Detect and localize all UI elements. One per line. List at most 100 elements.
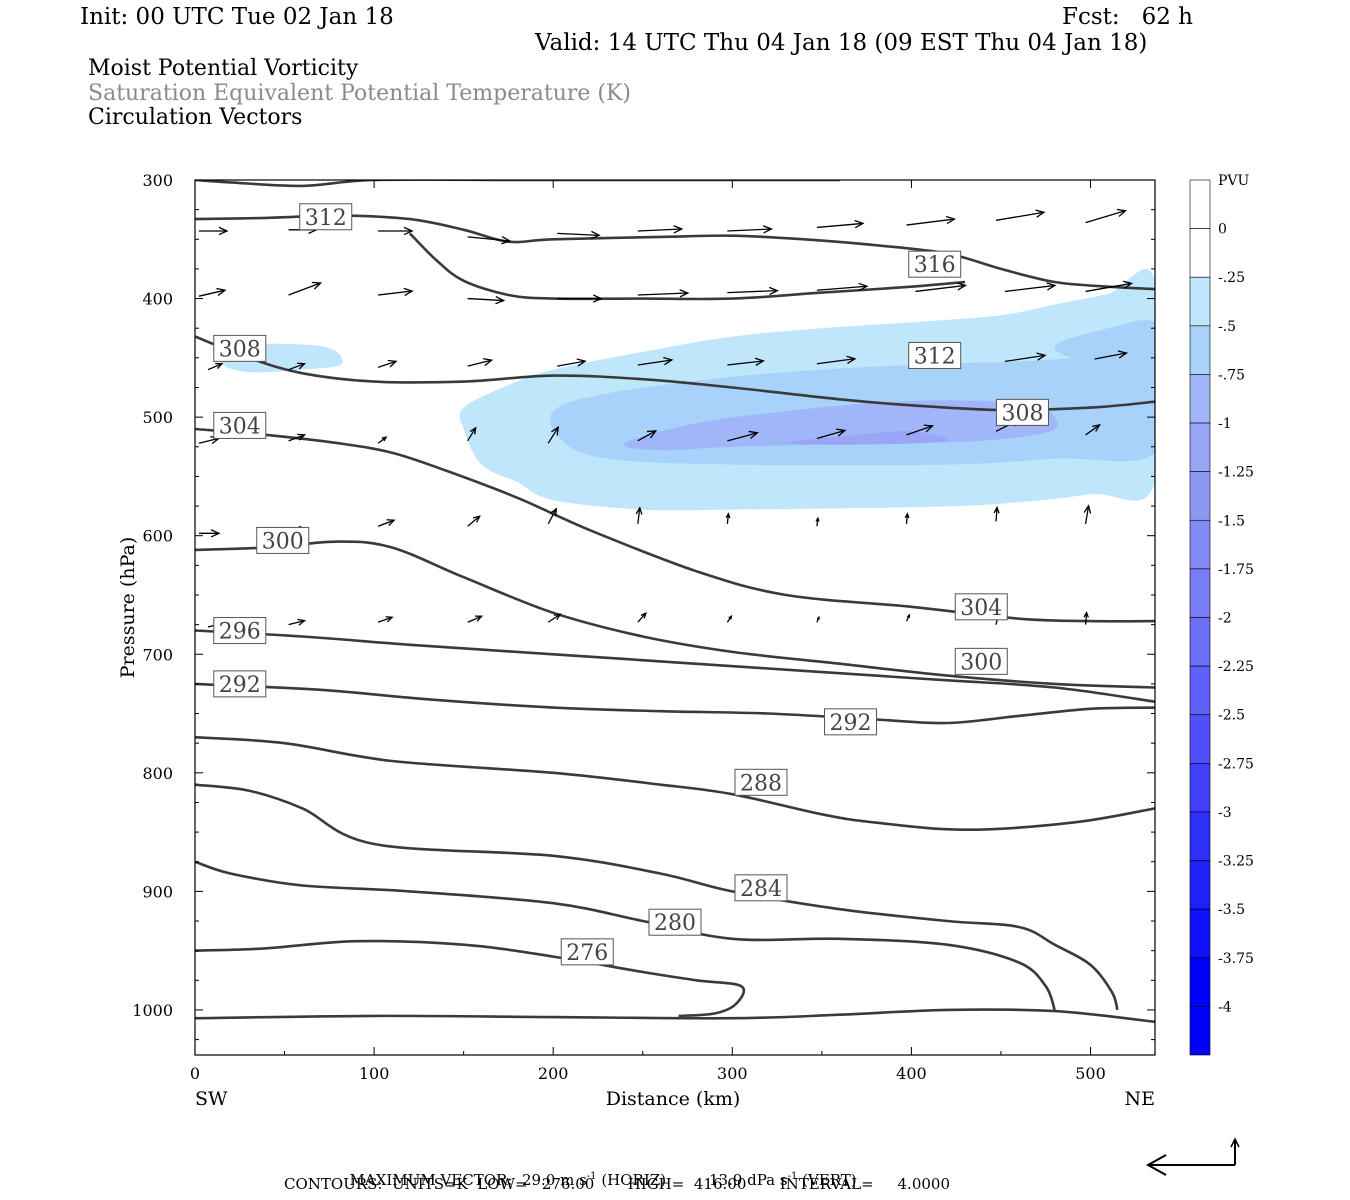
- circulation-vector-head: [1117, 350, 1129, 359]
- circulation-vector: [727, 289, 778, 294]
- colorbar-label: -2.25: [1218, 659, 1254, 675]
- contour-label: 300: [960, 650, 1002, 675]
- circulation-vector-head: [381, 436, 388, 442]
- x-tick-label: 500: [1075, 1064, 1106, 1083]
- circulation-vector-head: [311, 281, 323, 290]
- colorbar-swatch: [1189, 714, 1211, 764]
- contour-label-box: [299, 203, 353, 231]
- circulation-vector-head: [216, 287, 227, 297]
- contour-label: 304: [960, 596, 1002, 621]
- max-vector-horiz: 29.0 m s: [521, 1171, 587, 1189]
- circulation-vector: [906, 425, 933, 436]
- circulation-vector-head: [663, 356, 674, 366]
- theta-contour-line: [195, 735, 1155, 832]
- circulation-vector: [467, 515, 481, 527]
- circulation-vector: [377, 519, 395, 527]
- max-vector-vert-tag: (VERT): [802, 1171, 857, 1189]
- contour-label: 308: [1001, 401, 1043, 426]
- max-vector-label: MAXIMUM VECTOR:: [349, 1171, 513, 1189]
- contour-label-box: [824, 708, 878, 736]
- circulation-vector-head: [1036, 352, 1047, 361]
- circulation-vector: [727, 432, 758, 442]
- circulation-vector: [727, 228, 772, 232]
- colorbar-swatch: [1189, 617, 1211, 667]
- contour-label-box: [213, 670, 267, 698]
- circulation-vector-head: [210, 529, 221, 538]
- circulation-vector: [637, 507, 641, 524]
- circulation-vector-head: [403, 226, 414, 236]
- colorbar-label: 0: [1218, 222, 1227, 238]
- x-endpoint-right: NE: [1125, 1088, 1156, 1110]
- contour-label-box: [213, 411, 267, 439]
- colorbar-swatch: [1189, 1006, 1211, 1056]
- circulation-vector: [637, 292, 688, 296]
- circulation-vector: [207, 363, 223, 371]
- colorbar-label: -1: [1218, 416, 1232, 432]
- circulation-vector-head: [386, 519, 396, 526]
- colorbar-swatch: [1189, 860, 1211, 910]
- circulation-vector: [637, 228, 682, 232]
- reference-vector: [1145, 1137, 1240, 1176]
- y-tick-label: 500: [142, 408, 173, 427]
- contour-label-box: [560, 938, 614, 966]
- colorbar-label: -4: [1218, 999, 1232, 1015]
- circulation-vector-head: [673, 225, 684, 234]
- circulation-vector: [637, 612, 647, 623]
- circulation-vector: [1085, 424, 1100, 436]
- circulation-vector-head: [816, 615, 820, 620]
- circulation-vector: [995, 211, 1045, 221]
- circulation-vector-head: [551, 425, 560, 436]
- colorbar-label: -3.25: [1218, 854, 1254, 870]
- x-tick-label: 400: [896, 1064, 927, 1083]
- x-tick-label: 0: [190, 1064, 200, 1083]
- contour-label: 300: [262, 529, 304, 554]
- colorbar-swatch: [1189, 179, 1211, 229]
- contour-label: 292: [219, 673, 261, 698]
- circulation-vector-head: [1035, 209, 1046, 218]
- theta-contour-line: [195, 1008, 1155, 1024]
- circulation-vector: [1084, 612, 1088, 625]
- circulation-vector: [915, 284, 966, 293]
- contour-label-box: [648, 908, 702, 936]
- circulation-vector-head: [1116, 208, 1128, 217]
- circulation-vector: [377, 616, 393, 623]
- circulation-vector: [816, 358, 855, 365]
- colorbar-label: -1.25: [1218, 465, 1254, 481]
- colorbar-label: PVU: [1218, 173, 1250, 189]
- circulation-vector-head: [768, 286, 779, 296]
- circulation-vector: [467, 236, 510, 242]
- x-tick-label: 300: [717, 1064, 748, 1083]
- circulation-vector: [816, 222, 863, 229]
- contour-label-box: [908, 341, 962, 369]
- theta-contour-line: [195, 427, 1155, 623]
- pv-fill-region: [623, 400, 1058, 451]
- circulation-vector-head: [549, 507, 557, 517]
- colorbar-swatch: [1189, 957, 1211, 1007]
- y-tick-label: 400: [142, 290, 173, 309]
- circulation-vector-head: [1122, 280, 1134, 289]
- colorbar-label: -.75: [1218, 367, 1245, 383]
- circulation-vector: [547, 426, 559, 444]
- y-tick-label: 300: [142, 171, 173, 190]
- circulation-vector-head: [815, 516, 820, 522]
- circulation-vector: [467, 297, 504, 302]
- colorbar-swatch: [1189, 519, 1211, 570]
- circulation-vector: [1084, 505, 1090, 524]
- x-tick-label: 100: [359, 1064, 390, 1083]
- circulation-vector: [726, 513, 730, 524]
- colorbar-swatch: [1189, 811, 1211, 861]
- circulation-vector: [198, 437, 220, 444]
- circulation-vector-head: [297, 362, 307, 370]
- circulation-vector-head: [1092, 423, 1101, 432]
- plot-frame: [194, 179, 1156, 1056]
- circulation-vector: [1085, 282, 1132, 293]
- contour-label-box: [995, 398, 1049, 426]
- colorbar-swatch: [1189, 228, 1211, 278]
- colorbar-label: -3.5: [1218, 902, 1245, 918]
- circulation-vector: [905, 513, 909, 524]
- circulation-vector-head: [635, 506, 643, 515]
- circulation-vector-head: [906, 613, 911, 619]
- contour-label: 292: [830, 711, 872, 736]
- circulation-vector-head: [576, 358, 587, 367]
- circulation-vector-head: [725, 512, 731, 519]
